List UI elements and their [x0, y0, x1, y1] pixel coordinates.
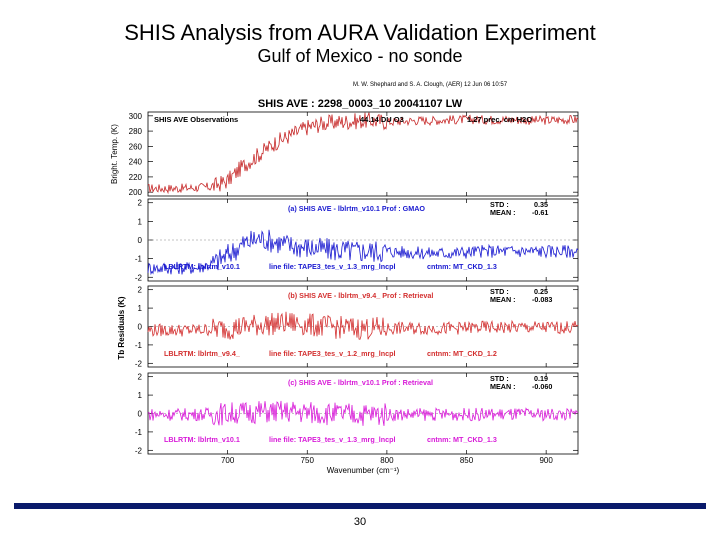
y-tick-label: 0 — [138, 323, 143, 332]
case-label-c: (c) SHIS AVE - lblrtm_v10.1 Prof : Retri… — [288, 378, 433, 387]
std-label: STD : — [490, 287, 509, 296]
y-tick-label: -2 — [135, 359, 143, 368]
y-tick-label: 280 — [129, 127, 143, 136]
series-line-c — [147, 400, 579, 426]
linefile-label: line file: TAPE3_tes_v_1.3_mrg_lncpl — [269, 262, 396, 271]
slide-subtitle: Gulf of Mexico - no sonde — [257, 46, 463, 66]
y-tick-label: 200 — [129, 188, 143, 197]
y-tick-label: 2 — [138, 286, 143, 295]
case-label-a: (a) SHIS AVE - lblrtm_v10.1 Prof : GMAO — [288, 204, 425, 213]
x-tick-label: 850 — [460, 456, 474, 465]
panel-frame-observations — [147, 111, 579, 197]
y-axis-label-temp: Bright. Temp. (K) — [110, 124, 119, 184]
y-tick-label: -1 — [135, 341, 143, 350]
cntnm-label: cntnm: MT_CKD_1.2 — [427, 349, 497, 358]
series-line-observations — [147, 112, 579, 195]
y-tick-label: 300 — [129, 112, 143, 121]
y-tick-label: 240 — [129, 158, 143, 167]
y-tick-label: 1 — [138, 304, 143, 313]
mean-label: MEAN : — [490, 382, 516, 391]
std-value: 0.25 — [534, 287, 548, 296]
std-label: STD : — [490, 200, 509, 209]
std-value: 0.19 — [534, 374, 548, 383]
mean-label: MEAN : — [490, 208, 516, 217]
lblrtm-label: LBLRTM: lblrtm_v9.4_ — [164, 349, 241, 358]
mean-value: -0.083 — [532, 295, 552, 304]
residual-chart: M. W. Shephard and S. A. Clough, (AER) 1… — [110, 82, 579, 475]
y-tick-label: -2 — [135, 446, 143, 455]
linefile-label: line file: TAPE3_tes_v_1.2_mrg_lncpl — [269, 349, 396, 358]
water-label: 1.27 prec. cm H2O — [467, 115, 532, 124]
cntnm-label: cntnm: MT_CKD_1.3 — [427, 435, 497, 444]
y-tick-label: 0 — [138, 236, 143, 245]
ozone-label: 44.14 DU O3 — [360, 115, 404, 124]
series-line-a — [147, 229, 579, 276]
y-axis-label-residuals: Tb Residuals (K) — [117, 296, 126, 359]
cntnm-label: cntnm: MT_CKD_1.3 — [427, 262, 497, 271]
mean-label: MEAN : — [490, 295, 516, 304]
y-tick-label: -2 — [135, 273, 143, 282]
case-label-b: (b) SHIS AVE - lblrtm_v9.4_ Prof : Retri… — [288, 291, 433, 300]
footer-bar — [14, 503, 706, 509]
y-tick-label: 2 — [138, 199, 143, 208]
y-tick-label: 0 — [138, 410, 143, 419]
lblrtm-label: LBLRTM: lblrtm_v10.1 — [164, 262, 240, 271]
chart-title: SHIS AVE : 2298_0003_10 20041107 LW — [258, 98, 463, 110]
y-tick-label: -1 — [135, 428, 143, 437]
mean-value: -0.61 — [532, 208, 548, 217]
linefile-label: line file: TAPE3_tes_v_1.3_mrg_lncpl — [269, 435, 396, 444]
x-tick-label: 750 — [301, 456, 315, 465]
chart-credit: M. W. Shephard and S. A. Clough, (AER) 1… — [353, 82, 508, 88]
y-tick-label: 1 — [138, 217, 143, 226]
series-line-b — [147, 311, 579, 340]
y-tick-label: 260 — [129, 142, 143, 151]
y-tick-label: 2 — [138, 373, 143, 382]
page-number: 30 — [353, 516, 367, 528]
x-axis-label: Wavenumber (cm⁻¹) — [327, 466, 400, 475]
x-tick-label: 900 — [539, 456, 553, 465]
x-tick-label: 800 — [380, 456, 394, 465]
std-label: STD : — [490, 374, 509, 383]
std-value: 0.35 — [534, 200, 548, 209]
slide-title: SHIS Analysis from AURA Validation Exper… — [124, 20, 596, 45]
y-tick-label: 220 — [129, 173, 143, 182]
x-tick-label: 700 — [221, 456, 235, 465]
lblrtm-label: LBLRTM: lblrtm_v10.1 — [164, 435, 240, 444]
obs-label: SHIS AVE Observations — [154, 115, 238, 124]
mean-value: -0.060 — [532, 382, 552, 391]
y-tick-label: -1 — [135, 255, 143, 264]
y-tick-label: 1 — [138, 391, 143, 400]
